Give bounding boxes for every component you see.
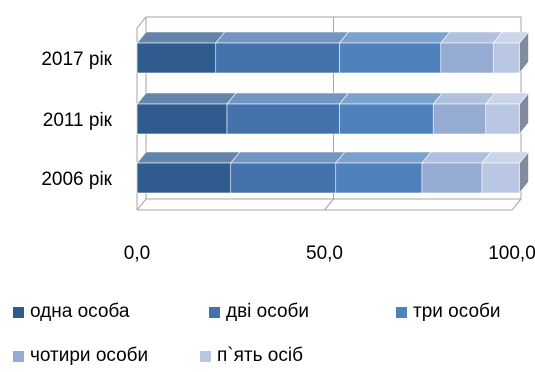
legend-label: п`ять осіб xyxy=(217,345,303,366)
bar-segment xyxy=(136,92,237,135)
x-tick-labels: 0,0 50,0 100,0 xyxy=(124,243,535,264)
legend-item: п`ять осіб xyxy=(200,345,303,367)
x-tick-label: 50,0 xyxy=(306,243,343,264)
bar-segment xyxy=(492,31,530,74)
legend-label: одна особа xyxy=(30,301,130,322)
legend-label: чотири особи xyxy=(30,345,149,366)
bar-segment xyxy=(440,31,503,74)
legend-swatch xyxy=(209,306,220,318)
legend-swatch xyxy=(13,350,24,362)
bar-segment xyxy=(136,31,226,74)
legend-item: чотири особи xyxy=(13,345,148,367)
legend-item: три особи xyxy=(396,301,501,323)
bar-segment xyxy=(230,151,346,194)
category-label: 2017 рік xyxy=(41,49,112,70)
bar-segment xyxy=(421,151,492,194)
legend-label: три особи xyxy=(413,301,501,322)
bar-segment xyxy=(215,31,350,74)
bar-segment xyxy=(335,151,432,194)
category-label: 2006 рік xyxy=(41,169,112,190)
bar-segment xyxy=(485,92,530,135)
bar-segment xyxy=(136,151,241,194)
legend: одна особа дві особи три особи чотири особи… xyxy=(0,300,535,372)
bar-segment xyxy=(338,31,451,74)
stacked-bar-chart: 2017 рік 2011 рік 2006 рік 0,0 50,0 100,0 xyxy=(41,16,535,264)
category-labels: 2017 рік 2011 рік 2006 рік xyxy=(41,49,112,190)
legend-swatch xyxy=(13,306,24,318)
legend-item: одна особа xyxy=(13,301,129,323)
bar-segment xyxy=(338,92,443,135)
bar-segment xyxy=(226,92,350,135)
legend-swatch xyxy=(396,306,407,318)
category-label: 2011 рік xyxy=(43,110,113,131)
x-tick-label: 0,0 xyxy=(124,243,150,264)
x-tick-label: 100,0 xyxy=(488,243,535,264)
legend-label: дві особи xyxy=(226,301,310,322)
bars xyxy=(136,31,530,194)
legend-swatch xyxy=(200,350,211,362)
bar-segment xyxy=(481,151,530,194)
legend-item: дві особи xyxy=(209,301,309,323)
